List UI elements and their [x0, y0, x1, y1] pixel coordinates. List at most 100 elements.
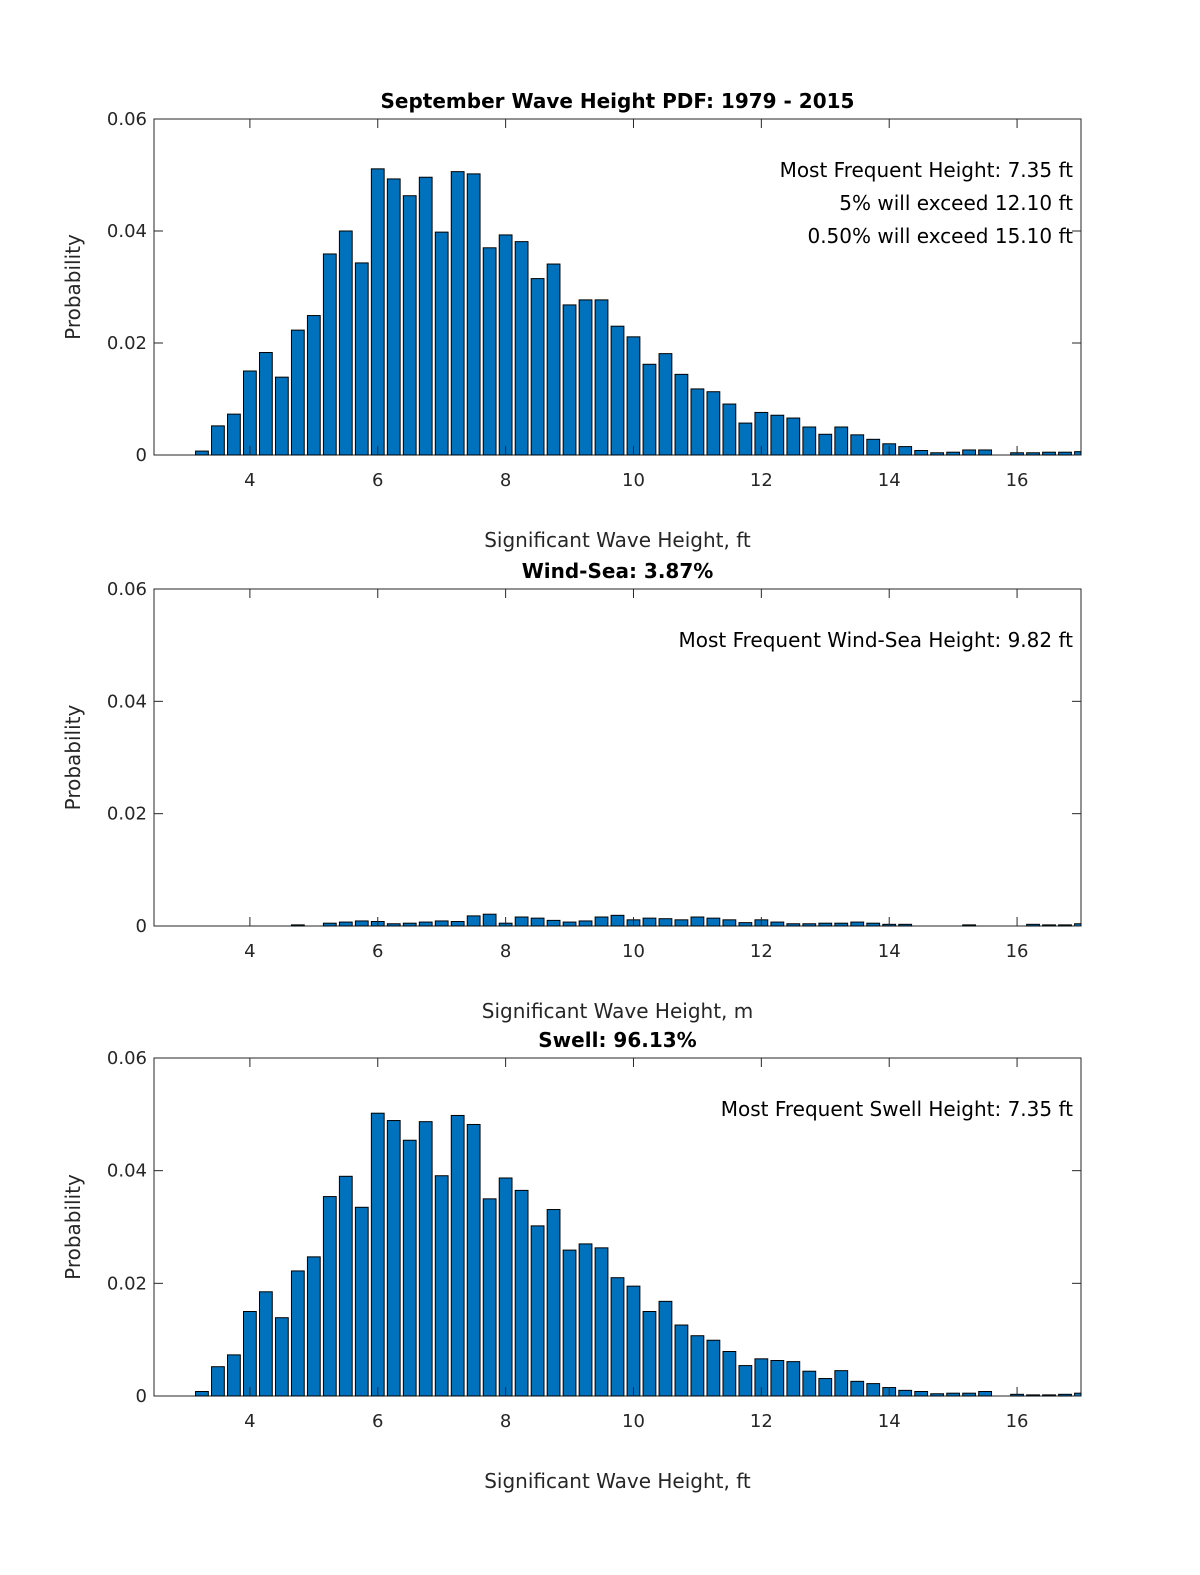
bar	[482, 913, 497, 927]
x-tick-label: 16	[1006, 470, 1029, 491]
x-tick-label: 12	[750, 941, 773, 962]
bar	[306, 315, 321, 456]
bar	[674, 1324, 689, 1397]
bar	[706, 391, 721, 456]
bar	[322, 253, 337, 456]
y-axis-label: Probability	[61, 704, 85, 810]
bar	[1058, 1393, 1072, 1397]
bar	[1026, 923, 1040, 927]
bar	[610, 914, 625, 927]
x-axis-label: Significant Wave Height, m	[482, 999, 753, 1023]
x-tick-label: 8	[500, 1411, 511, 1432]
bar	[402, 1139, 417, 1397]
bar	[818, 1378, 833, 1397]
x-tick-label: 10	[622, 941, 645, 962]
bar	[498, 234, 513, 456]
x-tick-label: 10	[622, 1411, 645, 1432]
annotation: 0.50% will exceed 15.10 ft	[807, 224, 1073, 248]
bar	[626, 336, 641, 456]
bar	[211, 1366, 225, 1397]
x-tick-label: 12	[750, 1411, 773, 1432]
bar	[290, 1270, 305, 1397]
x-tick-label: 16	[1006, 941, 1029, 962]
bar	[594, 299, 609, 456]
bar	[850, 1380, 865, 1397]
bar	[962, 924, 977, 927]
bar	[786, 1361, 801, 1397]
y-tick-label: 0.04	[107, 1161, 147, 1182]
bar	[370, 1112, 385, 1397]
bar	[498, 1177, 513, 1397]
bar	[354, 262, 369, 456]
bar	[354, 1206, 369, 1397]
bar	[227, 1354, 241, 1397]
bar	[690, 388, 705, 456]
bar	[1042, 1394, 1056, 1397]
bar	[290, 924, 305, 927]
bar	[802, 923, 817, 927]
bar	[626, 1285, 641, 1397]
bar	[914, 450, 929, 456]
bar	[354, 920, 369, 927]
chart-panel-1: 4 6 8 10 12 14 16 0 0.02 0.04 0.06 September Wave H…	[61, 89, 1082, 552]
x-tick-label: 8	[500, 941, 511, 962]
bar	[1026, 1394, 1040, 1397]
bar	[386, 178, 401, 456]
y-tick-label: 0.02	[107, 804, 147, 825]
bar	[834, 1370, 849, 1397]
bar	[338, 230, 353, 456]
bar	[642, 917, 657, 927]
bar	[690, 916, 705, 927]
bar	[738, 922, 753, 927]
bar	[530, 917, 545, 927]
bar	[930, 452, 945, 456]
bar	[850, 921, 865, 927]
bar	[770, 414, 785, 456]
bar	[258, 1291, 273, 1397]
y-axis-label: Probability	[61, 1174, 85, 1280]
bar	[658, 918, 673, 927]
x-tick-label: 10	[622, 470, 645, 491]
x-tick-label: 8	[500, 470, 511, 491]
y-tick-label: 0	[136, 445, 147, 466]
bar	[962, 1392, 977, 1397]
bar	[786, 923, 801, 927]
bar	[322, 922, 337, 927]
bar	[722, 919, 737, 927]
bar	[418, 176, 433, 456]
y-tick-label: 0	[136, 1386, 147, 1407]
bar	[306, 1256, 321, 1397]
bar	[243, 370, 257, 456]
bar	[418, 1121, 433, 1397]
bar	[786, 417, 801, 456]
bar	[562, 304, 577, 456]
bar	[914, 1390, 929, 1397]
bar	[1042, 924, 1056, 927]
bar	[514, 1189, 529, 1397]
bar	[866, 438, 881, 456]
bar	[546, 1209, 561, 1397]
bar	[290, 329, 305, 456]
bar	[658, 1300, 673, 1397]
bar	[594, 1247, 609, 1397]
bar	[690, 1335, 705, 1397]
bar	[610, 325, 625, 456]
bar	[818, 433, 833, 456]
chart-panel-3: 4 6 8 10 12 14 16 0 0.02 0.04 0.06 Swell: 96.13% Sig…	[61, 1028, 1082, 1493]
bar	[418, 921, 433, 927]
bar	[898, 446, 913, 456]
bar	[274, 376, 289, 456]
bar	[802, 1370, 817, 1397]
bar	[706, 1339, 721, 1397]
x-tick-label: 6	[372, 470, 383, 491]
y-tick-label: 0.06	[107, 1048, 147, 1069]
bar	[642, 363, 657, 456]
bar	[1058, 924, 1072, 927]
bar	[386, 1120, 401, 1397]
bar	[738, 422, 753, 456]
x-tick-label: 4	[244, 470, 255, 491]
annotation: Most Frequent Swell Height: 7.35 ft	[721, 1097, 1073, 1121]
x-tick-label: 6	[372, 941, 383, 962]
bar	[227, 413, 241, 456]
x-tick-label: 12	[750, 470, 773, 491]
